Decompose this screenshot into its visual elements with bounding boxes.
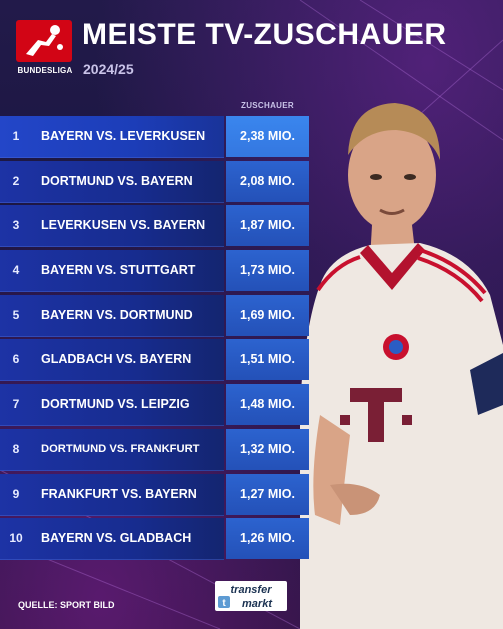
row-background [0, 160, 224, 203]
ranking-table: 1 BAYERN VS. LEVERKUSEN 2,38 MIO. 2 DORT… [0, 114, 309, 561]
match-label: BAYERN VS. LEVERKUSEN [41, 129, 206, 143]
viewer-count: 1,32 MIO. [240, 441, 295, 456]
value-background [226, 116, 309, 157]
table-row: 10 BAYERN VS. GLADBACH 1,26 MIO. [0, 516, 309, 561]
row-background [0, 250, 224, 293]
table-row: 3 LEVERKUSEN VS. BAYERN 1,87 MIO. [0, 203, 309, 248]
row-background [0, 384, 224, 427]
table-row: 5 BAYERN VS. DORTMUND 1,69 MIO. [0, 293, 309, 338]
rank-number: 2 [12, 173, 20, 188]
tm-logo-text-bottom: markt [242, 598, 273, 610]
bundesliga-logo-icon [16, 20, 72, 62]
value-background [226, 473, 309, 515]
value-background [226, 205, 309, 247]
table-row: 6 GLADBACH VS. BAYERN 1,51 MIO. [0, 337, 309, 382]
transfermarkt-logo-icon: transfer t markt [215, 581, 287, 611]
viewer-count: 1,87 MIO. [240, 218, 295, 233]
table-row: 7 DORTMUND VS. LEIPZIG 1,48 MIO. [0, 382, 309, 427]
value-background [226, 250, 309, 292]
match-label: FRANKFURT VS. BAYERN [41, 486, 197, 501]
row-background [0, 116, 224, 158]
match-label: BAYERN VS. DORTMUND [41, 307, 193, 322]
viewer-count: 1,69 MIO. [240, 307, 295, 322]
value-background [226, 160, 309, 202]
viewer-count: 2,08 MIO. [240, 173, 295, 188]
tm-logo-text-top: transfer [231, 584, 273, 596]
page-title: MEISTE TV-ZUSCHAUER [82, 18, 447, 51]
rank-number: 1 [12, 129, 20, 143]
svg-text:t: t [222, 598, 226, 609]
viewer-count: 1,73 MIO. [240, 263, 295, 278]
table-row: 2 DORTMUND VS. BAYERN 2,08 MIO. [0, 159, 309, 204]
row-background [0, 473, 224, 516]
row-background [0, 339, 224, 382]
rank-number: 10 [9, 531, 23, 546]
table-row: 8 DORTMUND VS. FRANKFURT 1,32 MIO. [0, 427, 309, 472]
viewer-count: 2,38 MIO. [240, 129, 295, 143]
match-label: LEVERKUSEN VS. BAYERN [41, 218, 206, 233]
match-label: DORTMUND VS. FRANKFURT [41, 442, 200, 455]
match-label: DORTMUND VS. BAYERN [41, 173, 193, 188]
rank-number: 4 [12, 263, 20, 278]
table-row: 9 FRANKFURT VS. BAYERN 1,27 MIO. [0, 472, 309, 517]
source-note: QUELLE: SPORT BILD [18, 600, 115, 610]
row-background [0, 294, 224, 337]
match-label: BAYERN VS. GLADBACH [41, 531, 192, 546]
rank-number: 6 [12, 352, 20, 367]
value-background [226, 294, 309, 336]
viewer-count: 1,51 MIO. [240, 352, 295, 367]
player-illustration [300, 103, 503, 629]
value-background [226, 428, 309, 470]
column-header-viewers: ZUSCHAUER [241, 101, 294, 110]
row-background [0, 518, 224, 561]
season-label: 2024/25 [83, 61, 134, 77]
row-background [0, 205, 224, 248]
viewer-count: 1,26 MIO. [240, 531, 295, 546]
value-background [226, 518, 309, 560]
match-label: GLADBACH VS. BAYERN [41, 352, 192, 367]
match-label: DORTMUND VS. LEIPZIG [41, 397, 190, 412]
match-label: BAYERN VS. STUTTGART [41, 263, 196, 278]
rank-number: 9 [12, 486, 20, 501]
viewer-count: 1,27 MIO. [240, 486, 295, 501]
viewer-count: 1,48 MIO. [240, 397, 295, 412]
value-background [226, 339, 309, 381]
league-name: BUNDESLIGA [17, 66, 73, 75]
rank-number: 7 [12, 397, 20, 412]
row-background [0, 428, 224, 471]
rank-number: 5 [12, 307, 20, 322]
value-background [226, 384, 309, 426]
table-row: 4 BAYERN VS. STUTTGART 1,73 MIO. [0, 248, 309, 293]
table-row: 1 BAYERN VS. LEVERKUSEN 2,38 MIO. [0, 114, 309, 159]
rank-number: 3 [12, 218, 20, 233]
rank-number: 8 [12, 441, 20, 456]
